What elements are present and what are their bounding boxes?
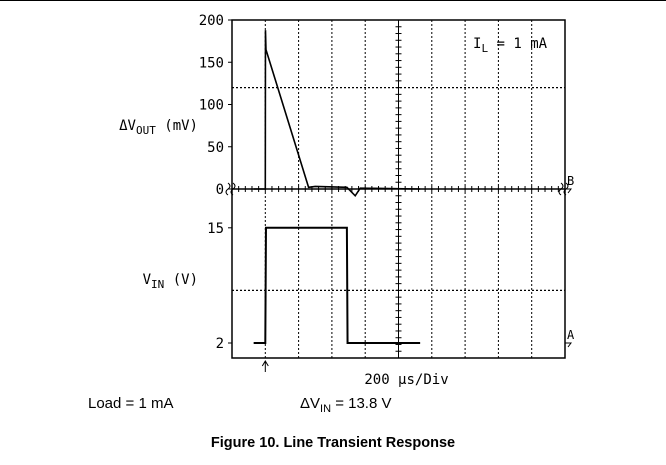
- ytick-label: 200: [199, 13, 224, 29]
- axis-break-mark: [558, 182, 564, 196]
- delta-vin-label: ΔVIN = 13.8 V: [300, 395, 392, 415]
- trace-marker: A: [567, 328, 575, 342]
- trace-marker-arrow: [565, 342, 572, 348]
- axis-break-mark: [225, 182, 231, 196]
- trace-line: [253, 30, 421, 198]
- ytick-label: 50: [207, 140, 224, 156]
- load-current-annotation: IL = 1 mA: [473, 36, 548, 55]
- axis-break-mark: [230, 182, 236, 196]
- load-label: Load = 1 mA: [88, 395, 174, 412]
- ytick-label: 100: [199, 98, 224, 114]
- trace-marker-arrow: [565, 188, 572, 194]
- ytick-label: 15: [207, 221, 224, 237]
- ytick-label: 2: [216, 336, 224, 352]
- x-axis-label: 200 µs/Div: [364, 372, 448, 388]
- scope-labels: 0 50 100 150 200 2 15 B A ΔVOUT (mV) VIN (V) IL = 1…: [119, 13, 575, 388]
- ytick-label: 150: [199, 55, 224, 71]
- trigger-arrow: [261, 360, 269, 372]
- ytick-label: 0: [216, 182, 224, 198]
- y-axis-label: ΔVOUT (mV): [119, 118, 198, 137]
- figure-caption: Figure 10. Line Transient Response: [210, 435, 456, 451]
- top-rule: [0, 0, 666, 1]
- scope-traces: [253, 30, 572, 372]
- trace-marker: B: [567, 174, 574, 188]
- y-axis-label: VIN (V): [143, 272, 198, 291]
- trace-line: [253, 226, 421, 344]
